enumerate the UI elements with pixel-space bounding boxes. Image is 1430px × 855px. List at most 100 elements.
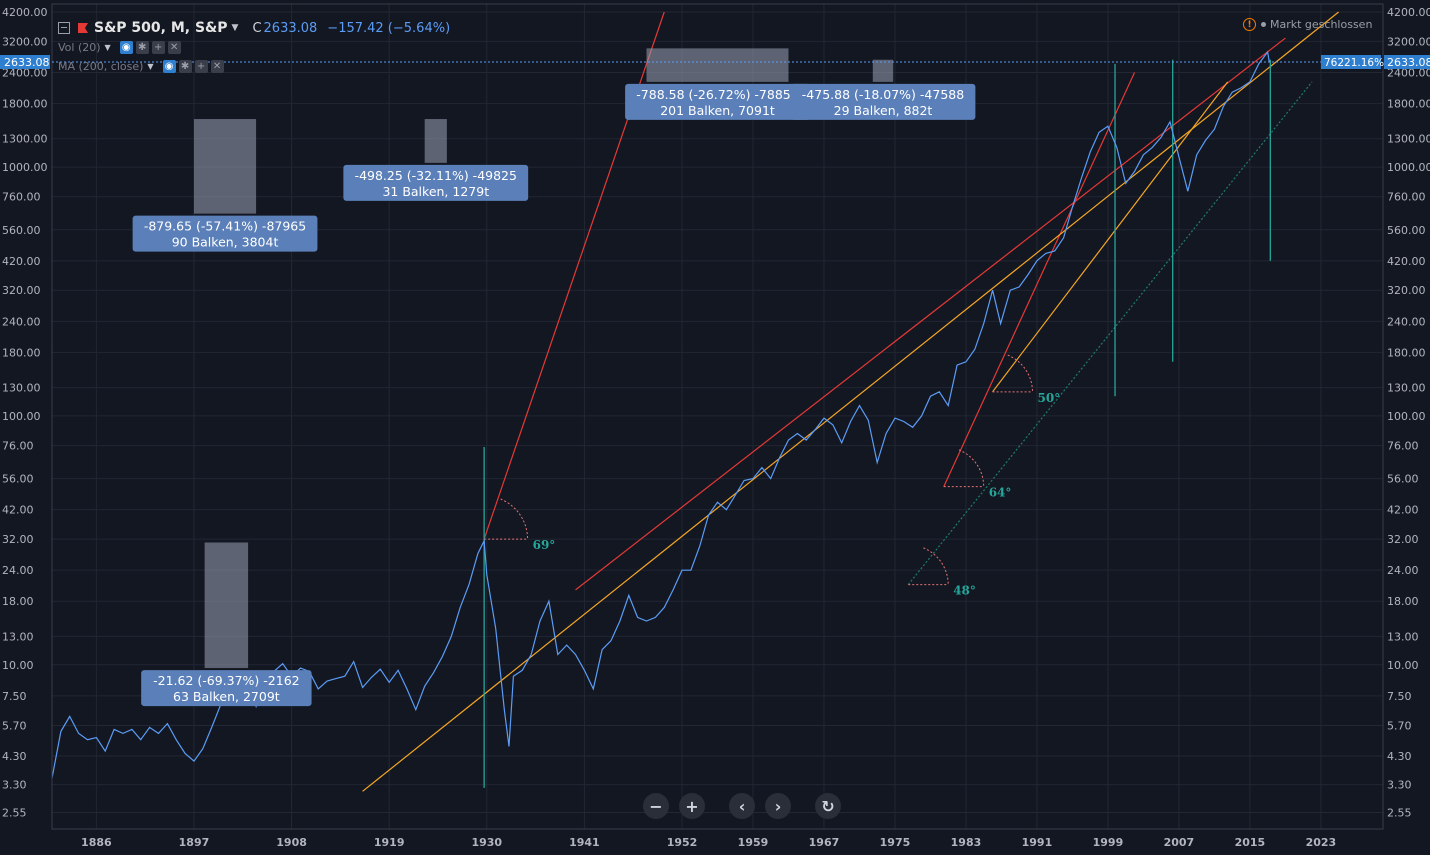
x-tick-label: 1919 (374, 836, 405, 849)
flag-icon[interactable] (78, 23, 88, 33)
y-tick-label-right: 56.00 (1387, 473, 1419, 486)
measure-label-box (141, 670, 312, 707)
chevron-left-icon: ‹ (738, 796, 746, 816)
settings-icon[interactable]: ✱ (135, 41, 149, 54)
close-value: 2633.08 (263, 20, 318, 36)
angle-arc (923, 547, 949, 585)
volume-indicator-legend[interactable]: Vol (20) ▼ ◉ ✱ + ✕ (58, 38, 450, 57)
y-tick-label-right: 1300.00 (1387, 133, 1430, 146)
x-tick-label: 1941 (569, 836, 600, 849)
x-tick-label: 2023 (1306, 836, 1337, 849)
zoom-out-button[interactable]: − (643, 793, 669, 819)
axes: 4200.00 4200.00 3200.00 3200.00 2400.00 2400.… (2, 6, 1430, 849)
left-price-tag-text: 2633.08 (4, 56, 50, 69)
y-tick-label-left: 3.30 (2, 779, 27, 792)
y-tick-label-left: 10.00 (2, 659, 34, 672)
y-tick-label-right: 240.00 (1387, 315, 1426, 328)
y-tick-label-right: 24.00 (1387, 564, 1419, 577)
y-tick-label-left: 5.70 (2, 720, 27, 733)
ma-indicator-legend[interactable]: MA (200, close) ▼ ◉ ✱ + ✕ (58, 57, 450, 76)
settings-icon[interactable]: ✱ (178, 60, 192, 73)
y-tick-label-left: 56.00 (2, 473, 34, 486)
measure-label-box (625, 83, 810, 120)
measure-label-box (343, 164, 529, 201)
chart-legend: S&P 500, M, S&P ▼ C 2633.08 −157.42 (−5.… (58, 18, 450, 76)
left-price-tag: 2633.08 (0, 55, 50, 69)
y-tick-label-left: 420.00 (2, 255, 41, 268)
y-tick-label-right: 4.30 (1387, 750, 1412, 763)
angle-label: 69° (533, 538, 556, 552)
y-tick-label-left: 2.55 (2, 806, 27, 819)
x-tick-label: 1983 (951, 836, 982, 849)
measure-label-line2: 201 Balken, 7091t (660, 103, 775, 118)
eye-icon[interactable]: ◉ (119, 41, 133, 54)
symbol-title[interactable]: S&P 500, M, S&P (94, 20, 228, 36)
angle-arc (1007, 354, 1033, 392)
status-dot-icon (1261, 22, 1266, 27)
scroll-right-button[interactable]: › (765, 793, 791, 819)
measure-label-line2: 90 Balken, 3804t (172, 235, 279, 250)
measure-box (193, 119, 257, 214)
x-tick-label: 1897 (179, 836, 210, 849)
chevron-down-icon[interactable]: ▼ (231, 23, 239, 33)
main-series-legend[interactable]: S&P 500, M, S&P ▼ C 2633.08 −157.42 (−5.… (58, 18, 450, 38)
y-tick-label-left: 7.50 (2, 690, 27, 703)
eye-icon[interactable]: ◉ (162, 60, 176, 73)
volume-indicator-label[interactable]: Vol (20) (58, 41, 101, 54)
x-tick-label: 1967 (809, 836, 840, 849)
x-tick-label: 1975 (880, 836, 911, 849)
right-percent-tag-text: 76221.16% (1324, 57, 1384, 69)
y-tick-label-left: 560.00 (2, 224, 41, 237)
angle-label: 64° (989, 486, 1012, 500)
angle-label: 48° (953, 584, 976, 598)
zoom-in-button[interactable]: + (679, 793, 705, 819)
add-icon[interactable]: + (151, 41, 165, 54)
measure-label-box (790, 83, 976, 120)
trend-lines[interactable]: 69° 64° 50° 48° (362, 11, 1340, 792)
y-tick-label-right: 76.00 (1387, 440, 1419, 453)
close-icon[interactable]: ✕ (210, 60, 224, 73)
x-tick-label: 1886 (81, 836, 112, 849)
y-tick-label-right: 3.30 (1387, 779, 1412, 792)
y-tick-label-right: 5.70 (1387, 720, 1412, 733)
measure-label-line1: -498.25 (-32.11%) -49825 (355, 168, 517, 183)
y-tick-label-right: 7.50 (1387, 690, 1412, 703)
warning-icon[interactable]: ! (1243, 18, 1256, 31)
chevron-down-icon[interactable]: ▼ (147, 62, 154, 71)
measure-label-line2: 63 Balken, 2709t (173, 689, 280, 704)
close-icon[interactable]: ✕ (167, 41, 181, 54)
measure-box (204, 542, 249, 669)
y-tick-label-right: 130.00 (1387, 382, 1426, 395)
measure-boxes[interactable] (193, 48, 894, 669)
trend-line (943, 72, 1136, 487)
y-tick-label-right: 10.00 (1387, 659, 1419, 672)
y-tick-label-left: 2400.00 (2, 66, 48, 79)
y-tick-label-right: 13.00 (1387, 630, 1419, 643)
y-tick-label-right: 420.00 (1387, 255, 1426, 268)
reset-chart-button[interactable]: ↻ (815, 793, 841, 819)
y-tick-label-left: 18.00 (2, 595, 34, 608)
y-tick-label-left: 13.00 (2, 630, 34, 643)
y-tick-label-left: 320.00 (2, 284, 41, 297)
scroll-left-button[interactable]: ‹ (729, 793, 755, 819)
market-status[interactable]: ! Markt geschlossen (1243, 18, 1372, 31)
y-tick-label-right: 32.00 (1387, 533, 1419, 546)
measure-label-line1: -21.62 (-69.37%) -2162 (153, 673, 300, 688)
y-tick-label-left: 42.00 (2, 504, 34, 517)
y-tick-label-right: 180.00 (1387, 346, 1426, 359)
y-tick-label-left: 24.00 (2, 564, 34, 577)
add-icon[interactable]: + (194, 60, 208, 73)
chevron-down-icon[interactable]: ▼ (104, 43, 111, 52)
ma-indicator-label[interactable]: MA (200, close) (58, 60, 144, 73)
minus-icon: − (649, 796, 663, 816)
measure-label-line1: -475.88 (-18.07%) -47588 (802, 87, 964, 102)
y-tick-label-left: 4200.00 (2, 6, 48, 19)
y-tick-label-right: 760.00 (1387, 191, 1426, 204)
measure-label-line2: 31 Balken, 1279t (382, 184, 489, 199)
market-status-text: Markt geschlossen (1270, 18, 1373, 31)
x-tick-label: 1991 (1022, 836, 1053, 849)
collapse-legend-icon[interactable] (58, 22, 70, 34)
reset-icon: ↻ (821, 796, 835, 816)
